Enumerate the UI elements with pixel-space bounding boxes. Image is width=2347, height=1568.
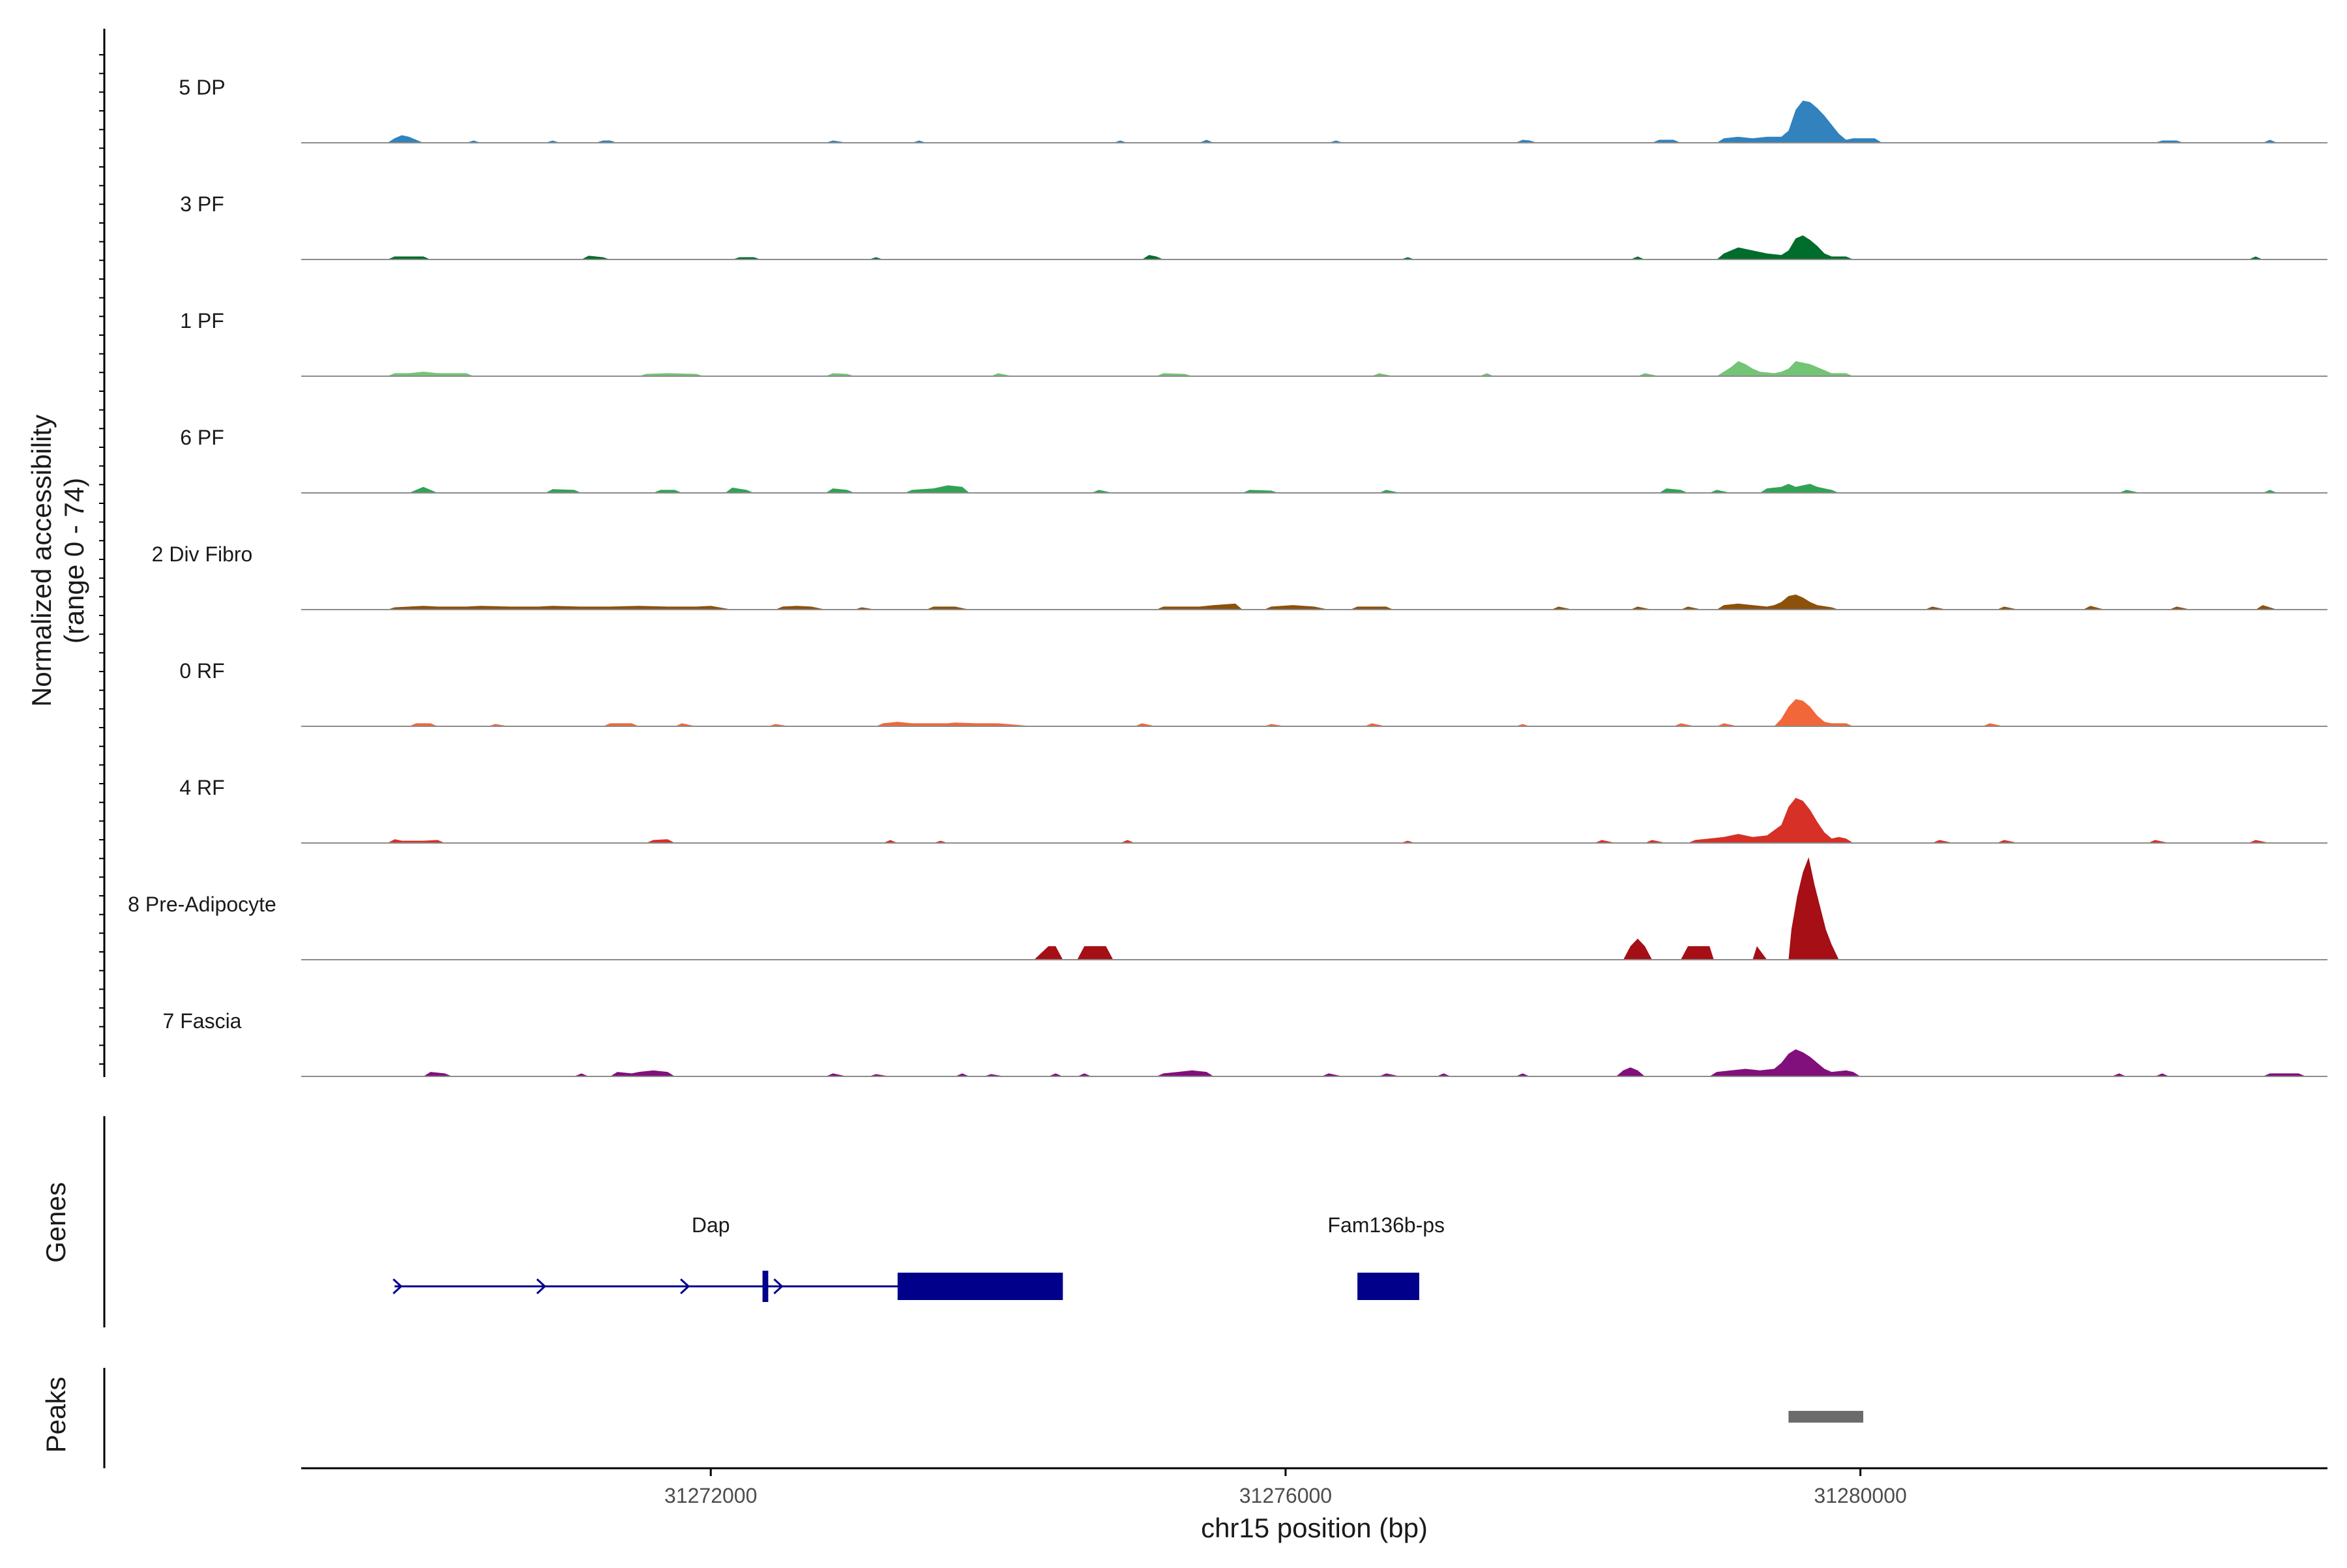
gene-exon: [762, 1271, 769, 1302]
coverage-area-3-pf: [387, 235, 2263, 259]
coverage-area-5-dp: [387, 100, 2277, 143]
strand-arrow-icon: [773, 1278, 784, 1295]
coverage-area-6-pf: [409, 484, 2277, 493]
peaks-track: [103, 1368, 1863, 1468]
x-tick-label: 31276000: [1239, 1484, 1332, 1507]
track-label-5-dp: 5 DP: [179, 76, 225, 99]
track-0-rf: 0 RF: [179, 659, 2327, 727]
track-4-rf: 4 RF: [179, 776, 2327, 844]
left-axis-layer: [99, 29, 106, 1077]
track-label-4-rf: 4 RF: [179, 776, 224, 799]
strand-arrow-icon: [392, 1278, 403, 1295]
track-3-pf: 3 PF: [180, 192, 2327, 260]
track-label-0-rf: 0 RF: [179, 659, 224, 683]
track-2-div-fibro: 2 Div Fibro: [152, 542, 2327, 610]
genes-axis-title: Genes: [40, 1182, 71, 1263]
coverage-area-2-div-fibro: [387, 594, 2277, 610]
y-axis-title-line2: (range 0 - 74): [59, 478, 89, 643]
x-tick-label: 31272000: [664, 1484, 757, 1507]
coverage-area-7-fascia: [423, 1049, 2306, 1076]
track-label-8-pre-adipocyte: 8 Pre-Adipocyte: [128, 893, 276, 916]
x-axis: 31272000 31276000 31280000: [301, 1467, 2327, 1507]
x-axis-title: chr15 position (bp): [1201, 1513, 1428, 1543]
track-6-pf: 6 PF: [180, 426, 2327, 494]
gene-label-fam136b-ps: Fam136b-ps: [1327, 1213, 1445, 1237]
track-5-dp: 5 DP: [179, 76, 2327, 143]
gene-exon: [897, 1273, 1063, 1300]
x-tick-label: 31280000: [1814, 1484, 1906, 1507]
gene-dap: Dap: [392, 1213, 1063, 1302]
coverage-area-0-rf: [409, 699, 2004, 726]
gene-fam136b-ps: Fam136b-ps: [1327, 1213, 1445, 1300]
track-label-3-pf: 3 PF: [180, 192, 224, 216]
strand-arrow-icon: [536, 1278, 546, 1295]
track-label-1-pf: 1 PF: [180, 309, 224, 333]
track-1-pf: 1 PF: [180, 309, 2327, 377]
coverage-area-8-pre-adipocyte: [1034, 857, 1839, 960]
genes-track: Dap Fam136b-ps: [103, 1116, 1445, 1327]
coverage-area-4-rf: [387, 797, 2270, 843]
track-7-fascia: 7 Fascia: [163, 1009, 2327, 1077]
gene-exon: [1357, 1273, 1419, 1300]
y-axis-title-line1: Normalized accessibility: [26, 415, 57, 707]
strand-arrow-icon: [680, 1278, 690, 1295]
coverage-area-1-pf: [387, 361, 1853, 376]
track-8-pre-adipocyte: 8 Pre-Adipocyte: [128, 857, 2327, 960]
track-label-6-pf: 6 PF: [180, 426, 224, 449]
tracks-layer: 5 DP 3 PF 1 PF 6 PF 2 Div Fibro 0 RF 4 RF 8 Pre…: [128, 76, 2327, 1077]
peak-region: [1788, 1411, 1863, 1423]
track-label-2-div-fibro: 2 Div Fibro: [152, 542, 253, 566]
gene-label-dap: Dap: [692, 1213, 730, 1237]
track-label-7-fascia: 7 Fascia: [163, 1009, 242, 1033]
peaks-axis-title: Peaks: [40, 1377, 71, 1453]
